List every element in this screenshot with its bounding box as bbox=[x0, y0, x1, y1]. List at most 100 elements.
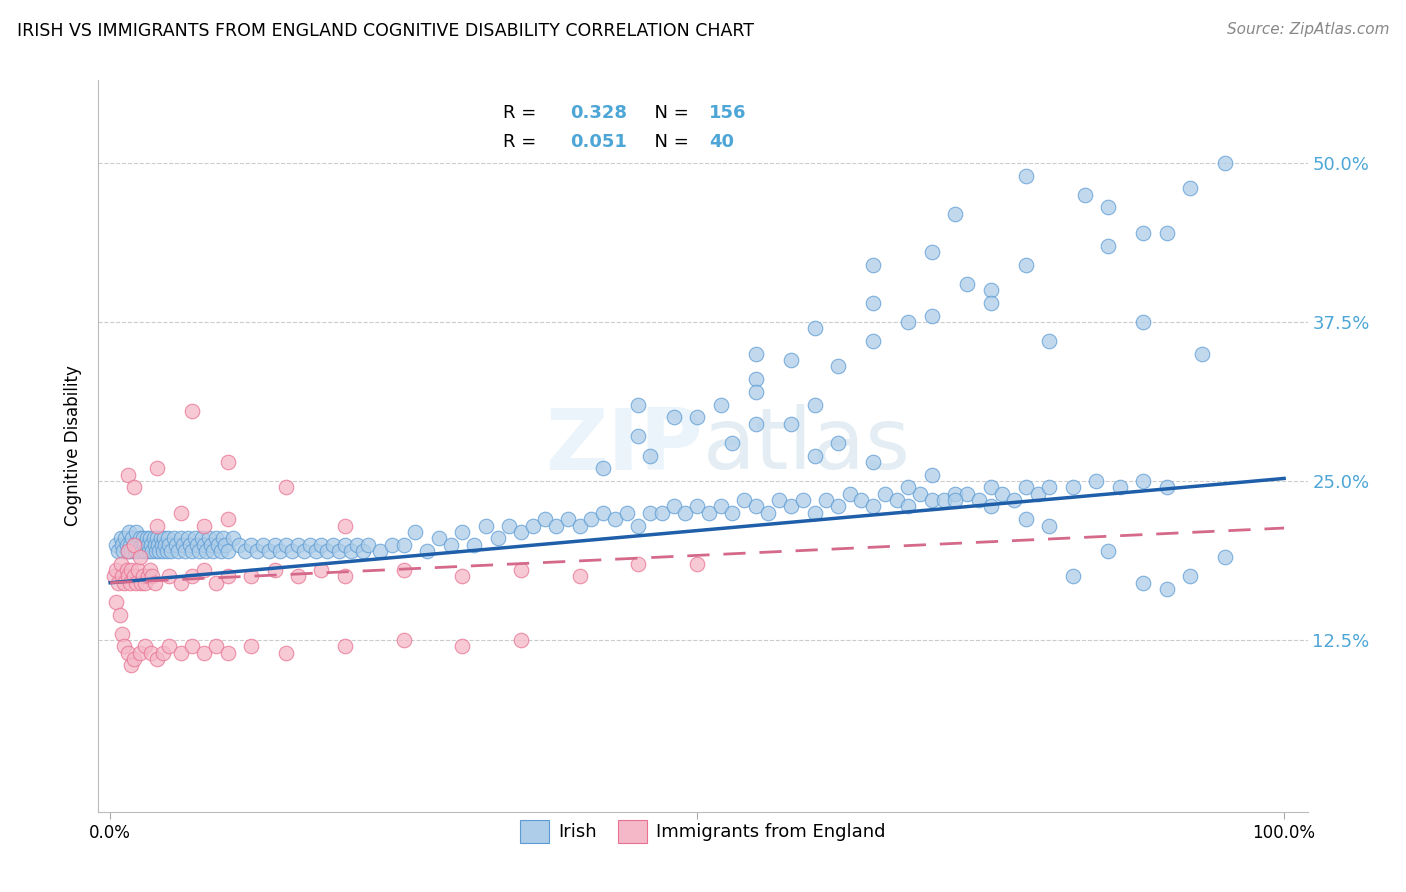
Point bbox=[662, 500, 685, 514]
Point bbox=[316, 544, 339, 558]
Point bbox=[117, 569, 139, 583]
Point bbox=[333, 640, 356, 654]
Point bbox=[186, 538, 208, 552]
Point bbox=[263, 563, 285, 577]
Point bbox=[128, 550, 150, 565]
Point bbox=[122, 569, 145, 583]
Point bbox=[134, 538, 156, 552]
Point bbox=[204, 640, 226, 654]
Point bbox=[780, 500, 803, 514]
Point bbox=[165, 538, 187, 552]
Point bbox=[862, 455, 884, 469]
Point bbox=[1215, 156, 1237, 170]
Point bbox=[967, 493, 990, 508]
Point bbox=[745, 384, 768, 399]
Point bbox=[651, 506, 673, 520]
Point bbox=[1038, 480, 1060, 494]
Point bbox=[522, 518, 544, 533]
Point bbox=[146, 518, 169, 533]
Point bbox=[745, 417, 768, 431]
Point bbox=[686, 557, 709, 571]
Point bbox=[134, 640, 156, 654]
Point bbox=[908, 486, 931, 500]
Point bbox=[827, 500, 849, 514]
Point bbox=[174, 544, 197, 558]
Point bbox=[803, 321, 825, 335]
Point bbox=[346, 538, 368, 552]
Point bbox=[118, 524, 141, 539]
Point bbox=[128, 531, 150, 545]
Point bbox=[157, 538, 180, 552]
Point bbox=[328, 544, 350, 558]
Point bbox=[124, 544, 146, 558]
Point bbox=[122, 652, 145, 666]
Point bbox=[1108, 480, 1130, 494]
Point bbox=[803, 449, 825, 463]
Point bbox=[214, 538, 236, 552]
Point bbox=[190, 531, 212, 545]
Point bbox=[956, 277, 979, 291]
Point bbox=[322, 538, 344, 552]
Point bbox=[1097, 201, 1119, 215]
Point bbox=[756, 506, 779, 520]
Point bbox=[141, 646, 163, 660]
Point bbox=[142, 531, 165, 545]
Point bbox=[240, 640, 263, 654]
Point bbox=[304, 544, 326, 558]
Point bbox=[1180, 181, 1202, 195]
Point bbox=[686, 410, 709, 425]
Point bbox=[134, 544, 156, 558]
Point bbox=[662, 410, 685, 425]
Point bbox=[132, 569, 155, 583]
Point bbox=[1132, 315, 1154, 329]
Point bbox=[148, 544, 170, 558]
Point bbox=[129, 538, 152, 552]
Point bbox=[111, 626, 134, 640]
Point bbox=[138, 544, 160, 558]
Point bbox=[193, 563, 215, 577]
Point bbox=[627, 429, 650, 443]
Point bbox=[792, 493, 814, 508]
Point bbox=[873, 486, 896, 500]
Point bbox=[886, 493, 908, 508]
Point bbox=[122, 538, 145, 552]
Point bbox=[120, 538, 142, 552]
Point bbox=[475, 518, 498, 533]
Point bbox=[181, 640, 204, 654]
Point bbox=[132, 531, 155, 545]
Point bbox=[156, 531, 179, 545]
Point bbox=[745, 347, 768, 361]
Point bbox=[212, 531, 235, 545]
Point bbox=[568, 569, 591, 583]
Point bbox=[897, 315, 920, 329]
Point bbox=[745, 500, 768, 514]
Point bbox=[721, 506, 744, 520]
Point bbox=[1191, 347, 1213, 361]
Point bbox=[592, 506, 614, 520]
Point bbox=[217, 646, 239, 660]
Point bbox=[603, 512, 626, 526]
Point bbox=[1132, 226, 1154, 240]
Point bbox=[141, 538, 163, 552]
Point bbox=[107, 575, 129, 590]
Point bbox=[780, 417, 803, 431]
Point bbox=[956, 486, 979, 500]
Point bbox=[1015, 258, 1038, 272]
Point bbox=[129, 575, 152, 590]
Point bbox=[128, 646, 150, 660]
Point bbox=[105, 563, 128, 577]
Point bbox=[1073, 187, 1095, 202]
Point bbox=[112, 575, 135, 590]
Point bbox=[510, 524, 533, 539]
Point bbox=[686, 500, 709, 514]
Point bbox=[340, 544, 363, 558]
Text: R =: R = bbox=[503, 134, 543, 152]
Point bbox=[281, 544, 304, 558]
Point bbox=[240, 569, 263, 583]
Point bbox=[557, 512, 579, 526]
Point bbox=[733, 493, 755, 508]
Point bbox=[311, 538, 333, 552]
Point bbox=[135, 531, 157, 545]
Point bbox=[980, 500, 1002, 514]
Point bbox=[217, 512, 239, 526]
